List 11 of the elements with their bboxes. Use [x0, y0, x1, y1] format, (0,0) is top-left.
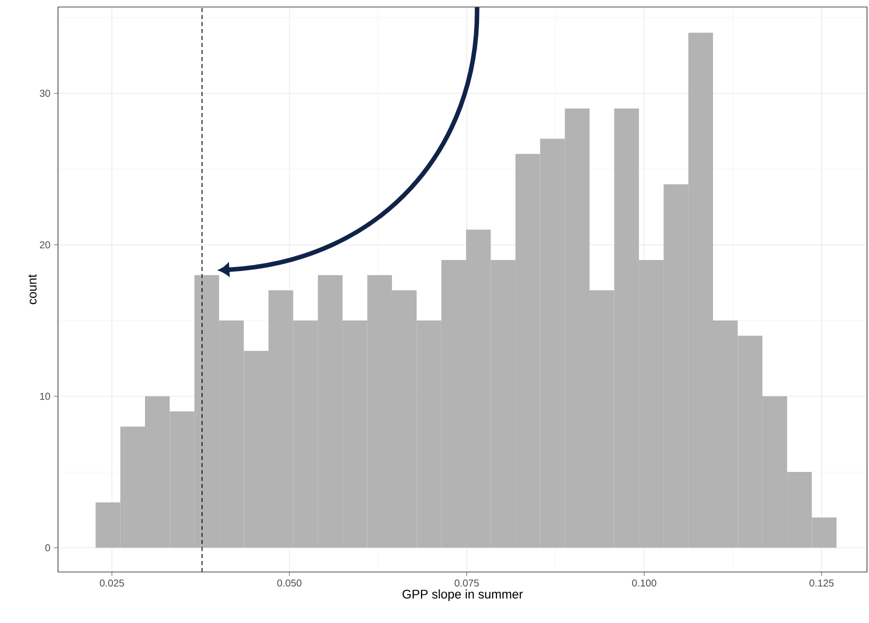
y-axis-title: count [28, 274, 37, 304]
x-axis-title: GPP slope in summer [402, 589, 523, 602]
y-tick-label: 0 [45, 544, 50, 552]
x-tick-label: 0.050 [277, 580, 302, 587]
x-tick-label: 0.100 [632, 580, 656, 587]
y-tick-label: 10 [40, 392, 50, 400]
y-tick-label: 30 [40, 90, 50, 97]
x-tick-label: 0.125 [810, 580, 834, 587]
y-tick-label: 20 [40, 241, 50, 248]
x-tick-label: 0.025 [100, 580, 124, 587]
x-tick-label: 0.075 [454, 580, 479, 587]
